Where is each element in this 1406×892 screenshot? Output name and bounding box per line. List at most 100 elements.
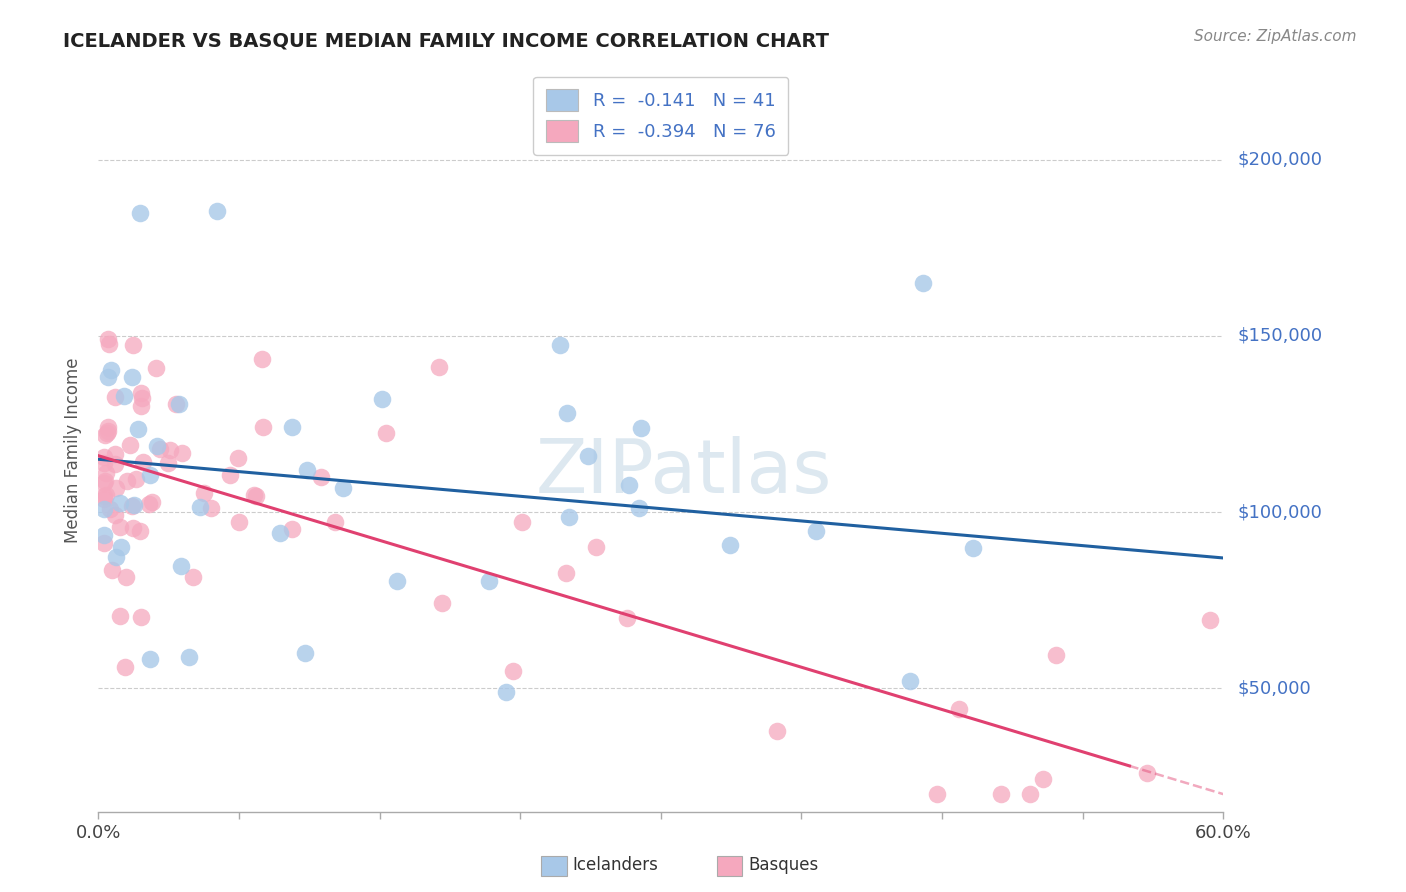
Text: Source: ZipAtlas.com: Source: ZipAtlas.com (1194, 29, 1357, 44)
Point (138, 468, 160, 483)
Point (250, 351, 273, 366)
Point (242, 488, 264, 502)
Point (627, 500, 650, 515)
Point (115, 475, 138, 489)
Point (96, 466, 118, 480)
Point (138, 497, 160, 511)
Point (139, 652, 162, 666)
Point (103, 390, 125, 404)
Point (200, 500, 222, 515)
Point (502, 664, 524, 678)
Point (132, 455, 155, 469)
Point (104, 481, 127, 495)
Point (576, 449, 599, 463)
Point (927, 787, 949, 801)
Point (105, 549, 128, 564)
Point (177, 650, 200, 665)
Text: ICELANDER VS BASQUE MEDIAN FAMILY INCOME CORRELATION CHART: ICELANDER VS BASQUE MEDIAN FAMILY INCOME… (63, 31, 830, 50)
Text: $50,000: $50,000 (1237, 680, 1310, 698)
Point (101, 563, 124, 577)
Text: Basques: Basques (748, 856, 818, 874)
Point (97, 332, 120, 346)
Point (371, 392, 394, 406)
Point (165, 397, 187, 411)
Point (100, 362, 122, 376)
Point (1032, 772, 1054, 786)
Point (429, 360, 451, 375)
Point (97, 370, 120, 384)
Point (555, 407, 578, 421)
Point (114, 570, 136, 584)
Point (145, 438, 167, 452)
Point (912, 276, 935, 290)
Point (97, 337, 120, 351)
Point (228, 515, 250, 529)
Text: $100,000: $100,000 (1237, 503, 1322, 521)
Point (1136, 766, 1159, 780)
Point (193, 486, 215, 500)
Point (96, 425, 118, 440)
Point (122, 338, 145, 352)
Point (948, 702, 970, 716)
Point (129, 524, 152, 538)
Point (585, 540, 607, 554)
Point (108, 609, 131, 624)
Point (121, 370, 143, 384)
Text: $150,000: $150,000 (1237, 326, 1322, 345)
Point (131, 399, 153, 413)
Point (157, 456, 180, 470)
Point (110, 520, 132, 534)
Point (110, 541, 132, 555)
Point (804, 524, 827, 539)
Point (990, 787, 1012, 801)
Point (281, 522, 304, 536)
Point (93, 501, 115, 516)
Point (617, 478, 640, 492)
Point (170, 558, 193, 573)
Text: Icelanders: Icelanders (572, 856, 658, 874)
Point (226, 450, 249, 465)
Point (332, 481, 354, 495)
Point (93, 491, 115, 506)
Point (104, 508, 127, 523)
Point (131, 391, 153, 405)
Point (97, 424, 120, 438)
Point (141, 495, 163, 509)
Text: $200,000: $200,000 (1237, 151, 1322, 169)
Point (387, 574, 409, 589)
Point (188, 500, 211, 514)
Point (104, 457, 127, 471)
Point (93, 489, 115, 503)
Point (172, 446, 194, 460)
Point (207, 204, 229, 219)
Point (616, 610, 638, 624)
Point (104, 446, 127, 460)
Point (93, 427, 115, 442)
Point (159, 442, 181, 457)
Point (558, 510, 581, 524)
Point (245, 489, 267, 503)
Point (93, 456, 115, 470)
Point (510, 515, 533, 529)
Point (97, 420, 120, 434)
Point (181, 570, 204, 584)
Point (495, 685, 517, 699)
Point (124, 498, 146, 512)
Point (124, 472, 146, 486)
Point (718, 538, 741, 552)
Point (114, 660, 136, 674)
Point (93, 475, 115, 490)
Legend: R =  -0.141   N = 41, R =  -0.394   N = 76: R = -0.141 N = 41, R = -0.394 N = 76 (533, 77, 789, 155)
Point (309, 470, 332, 484)
Point (294, 646, 316, 660)
Point (167, 397, 190, 411)
Point (145, 360, 167, 375)
Text: ZIPatlas: ZIPatlas (536, 435, 831, 508)
Point (374, 426, 396, 441)
Point (962, 541, 984, 556)
Point (898, 673, 921, 688)
Point (94, 474, 117, 488)
Point (323, 515, 346, 529)
Point (766, 723, 789, 738)
Point (554, 566, 576, 580)
